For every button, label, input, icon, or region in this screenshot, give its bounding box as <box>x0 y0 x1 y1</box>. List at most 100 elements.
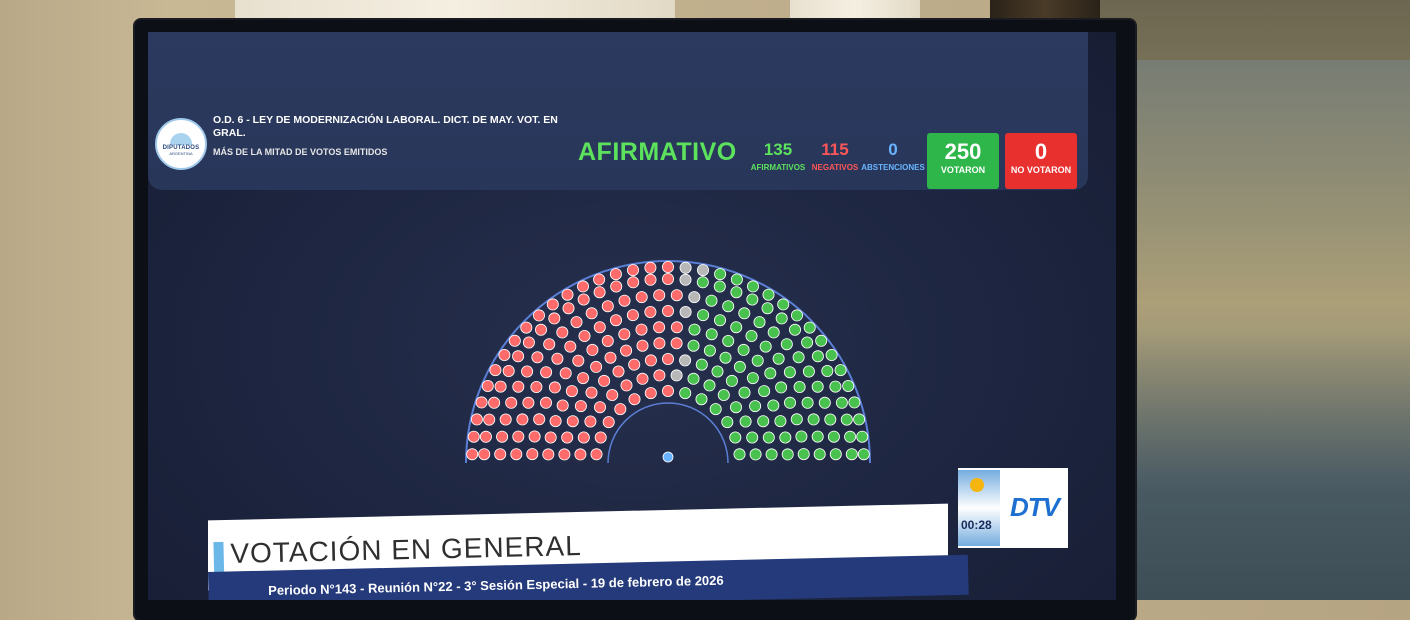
seat <box>746 431 759 444</box>
seat <box>481 379 494 392</box>
seat <box>696 276 709 289</box>
seat <box>733 448 746 461</box>
seat <box>795 430 808 443</box>
seat <box>818 396 831 409</box>
seat <box>679 261 692 274</box>
hemicycle-seat-map <box>465 260 871 464</box>
seat <box>548 381 561 394</box>
seat <box>725 374 738 387</box>
seat <box>856 430 869 443</box>
count-negativos: 115 NEGATIVOS <box>795 140 875 172</box>
seat <box>533 413 546 426</box>
count-label: ABSTENCIONES <box>861 163 925 172</box>
seat <box>598 374 611 387</box>
seat <box>620 379 633 392</box>
seat <box>577 372 590 385</box>
seat <box>746 280 759 293</box>
box-label: VOTARON <box>940 165 986 175</box>
seat <box>488 396 501 409</box>
seat <box>565 385 578 398</box>
seat <box>730 273 743 286</box>
seat <box>626 264 639 277</box>
seat <box>551 352 564 365</box>
seat <box>703 344 716 357</box>
seat <box>644 273 657 286</box>
box-value: 0 <box>1034 139 1048 164</box>
seat <box>661 384 674 397</box>
logo-text: DIPUTADOS <box>162 144 200 151</box>
seat <box>772 352 785 365</box>
seat <box>733 360 746 373</box>
seat <box>530 380 543 393</box>
seat <box>570 316 583 329</box>
count-value: 115 <box>821 140 849 159</box>
timer: 00:28 <box>961 518 992 532</box>
seat <box>540 366 553 379</box>
seat <box>610 280 623 293</box>
seat <box>653 321 666 334</box>
seat <box>549 415 562 428</box>
seat <box>679 354 692 367</box>
count-value: 135 <box>763 140 793 159</box>
seat <box>556 399 569 412</box>
seat <box>578 330 591 343</box>
seat <box>721 416 734 429</box>
seat <box>717 388 730 401</box>
seat <box>593 273 606 286</box>
seat <box>661 352 674 365</box>
seat <box>606 388 619 401</box>
seat <box>801 336 814 349</box>
seat <box>566 415 579 428</box>
seat <box>688 291 701 304</box>
seat <box>761 302 774 315</box>
seat <box>531 351 544 364</box>
seat <box>739 415 752 428</box>
seat <box>845 448 858 461</box>
seat <box>594 431 607 444</box>
seat <box>746 293 759 306</box>
seat <box>546 298 559 311</box>
seat <box>687 339 700 352</box>
seat <box>803 321 816 334</box>
seat <box>780 338 793 351</box>
vote-header: DIPUTADOS ARGENTINA O.D. 6 - LEY DE MODE… <box>148 32 1088 190</box>
seat <box>815 334 828 347</box>
seat <box>775 312 788 325</box>
seat <box>543 338 556 351</box>
seat <box>687 372 700 385</box>
seat <box>811 380 824 393</box>
seat <box>696 264 709 277</box>
seat <box>679 387 692 400</box>
seat <box>618 328 631 341</box>
seat <box>577 431 590 444</box>
seat <box>609 314 622 327</box>
seat <box>751 354 764 367</box>
hemicycle-frame <box>465 260 871 464</box>
seat <box>661 305 674 318</box>
seat <box>829 380 842 393</box>
seat <box>783 396 796 409</box>
seat <box>705 328 718 341</box>
background-glass <box>1110 60 1410 600</box>
seat <box>601 300 614 313</box>
count-label: AFIRMATIVOS <box>750 163 806 172</box>
seat <box>737 343 750 356</box>
seat <box>730 286 743 299</box>
seat <box>834 364 847 377</box>
seat <box>590 360 603 373</box>
seat <box>688 323 701 336</box>
seat <box>653 289 666 302</box>
seat <box>644 387 657 400</box>
seat <box>522 336 535 349</box>
seat <box>628 358 641 371</box>
seat <box>635 291 648 304</box>
seat <box>479 430 492 443</box>
seat <box>496 430 509 443</box>
seat <box>759 340 772 353</box>
seat <box>757 415 770 428</box>
seat <box>827 430 840 443</box>
president-seat <box>662 451 674 463</box>
seat <box>653 369 666 382</box>
seat <box>502 364 515 377</box>
sun-icon <box>170 132 192 145</box>
